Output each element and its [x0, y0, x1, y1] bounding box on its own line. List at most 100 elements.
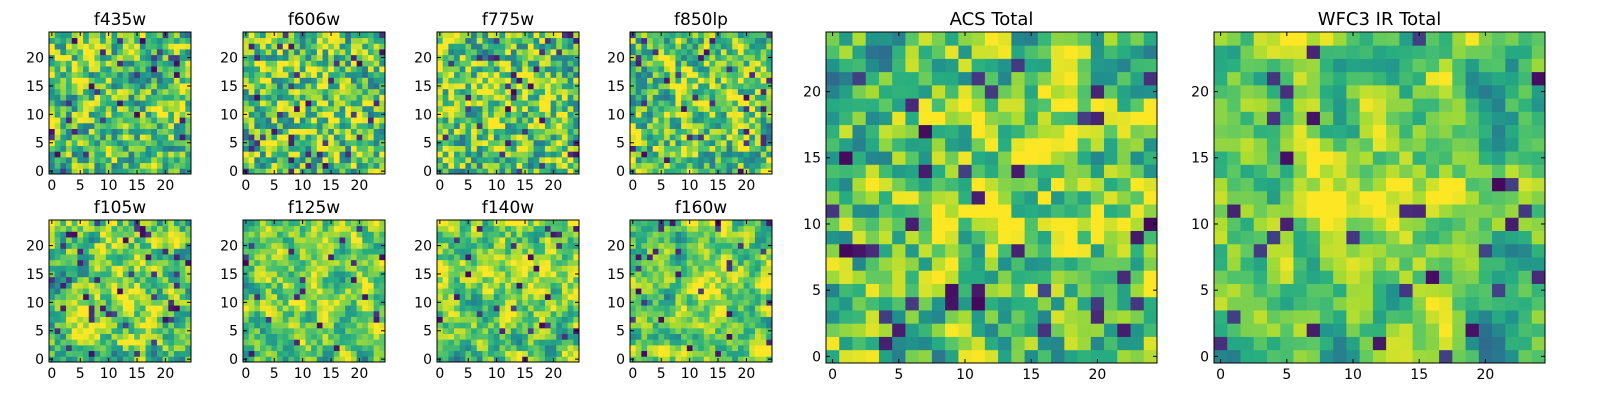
heatmap-cell: [294, 88, 301, 95]
heatmap-cell: [151, 231, 158, 238]
heatmap-cell: [516, 100, 523, 107]
x-tick-label: 10: [100, 366, 118, 382]
heatmap-cell: [271, 305, 278, 312]
heatmap-cell: [652, 66, 659, 73]
heatmap-cell: [726, 134, 733, 141]
heatmap-cell: [567, 344, 574, 352]
heatmap-cell: [299, 139, 306, 146]
heatmap-cell: [71, 94, 78, 101]
heatmap-cell: [510, 32, 517, 39]
heatmap-cell: [720, 151, 727, 158]
heatmap-cell: [162, 156, 169, 164]
heatmap-cell: [122, 322, 129, 329]
heatmap-cell: [573, 60, 580, 67]
heatmap-cell: [168, 293, 175, 300]
heatmap-cell: [311, 83, 318, 90]
y-tick-label: 5: [423, 136, 432, 152]
heatmap-cell: [698, 282, 705, 289]
heatmap-cell: [54, 350, 61, 357]
heatmap-cell: [139, 327, 146, 334]
heatmap-cell: [493, 271, 500, 278]
heatmap-cell: [664, 139, 671, 146]
heatmap-cell: [454, 88, 461, 95]
heatmap-cell: [117, 220, 124, 227]
heatmap-cell: [743, 162, 750, 169]
heatmap-cell: [533, 248, 540, 255]
heatmap-cell: [105, 265, 112, 272]
heatmap-cell: [71, 49, 78, 56]
x-tick-label: 5: [76, 178, 85, 194]
heatmap-cell: [185, 156, 192, 164]
heatmap-cell: [168, 117, 175, 124]
heatmap-cell: [173, 288, 181, 295]
heatmap-cell: [476, 128, 483, 135]
heatmap-cell: [350, 316, 357, 323]
heatmap-cell: [122, 333, 129, 340]
heatmap-cell: [71, 32, 78, 39]
heatmap-cell: [122, 37, 129, 44]
heatmap-cell: [527, 350, 534, 357]
heatmap-cell: [499, 111, 506, 118]
heatmap-cell: [173, 111, 181, 118]
heatmap-cell: [139, 333, 146, 340]
heatmap-cell: [373, 66, 380, 73]
heatmap-cell: [760, 156, 767, 164]
heatmap-cell: [488, 145, 495, 152]
heatmap-cell: [77, 122, 84, 129]
heatmap-cell: [743, 77, 750, 84]
heatmap-cell: [703, 310, 710, 317]
heatmap-cell: [305, 100, 312, 107]
heatmap-cell: [305, 242, 312, 249]
heatmap-cell: [698, 333, 705, 340]
heatmap-cell: [145, 77, 152, 84]
heatmap-cell: [522, 134, 529, 141]
heatmap-cell: [311, 66, 318, 73]
heatmap-cell: [83, 293, 90, 300]
heatmap-cell: [709, 32, 716, 39]
heatmap-cell: [442, 105, 449, 112]
heatmap-cell: [448, 254, 455, 261]
heatmap-cell: [373, 254, 380, 261]
heatmap-cell: [168, 333, 175, 340]
heatmap-cell: [522, 94, 529, 101]
heatmap-cell: [243, 151, 250, 158]
heatmap-cell: [294, 248, 301, 255]
heatmap-cell: [437, 248, 444, 255]
heatmap-cell: [499, 168, 506, 175]
heatmap-cell: [652, 128, 659, 135]
heatmap-cell: [168, 83, 175, 90]
heatmap-cell: [573, 105, 580, 112]
heatmap-cell: [294, 122, 301, 129]
heatmap-cell: [448, 288, 455, 295]
heatmap-cell: [362, 49, 369, 56]
heatmap-cell: [362, 156, 369, 164]
heatmap-cell: [539, 54, 546, 61]
heatmap-cell: [356, 276, 363, 283]
heatmap-cell: [179, 242, 186, 249]
heatmap-cell: [732, 49, 739, 56]
heatmap-cell: [111, 293, 118, 300]
heatmap-cell: [83, 231, 90, 238]
heatmap-cell: [766, 43, 773, 50]
heatmap-cell: [669, 71, 676, 78]
heatmap-cell: [122, 259, 129, 266]
heatmap-cell: [703, 356, 710, 363]
heatmap-cell: [168, 237, 175, 244]
heatmap-cell: [66, 37, 73, 44]
heatmap-cell: [544, 231, 551, 238]
heatmap-cell: [66, 43, 73, 50]
heatmap-cell: [505, 168, 512, 175]
heatmap-cell: [437, 254, 444, 261]
heatmap-cell: [459, 242, 466, 249]
heatmap-cell: [539, 117, 546, 124]
heatmap-cell: [316, 248, 323, 255]
heatmap-cell: [294, 356, 301, 363]
heatmap-cell: [720, 162, 727, 169]
heatmap-cell: [732, 88, 739, 95]
heatmap-cell: [482, 350, 489, 357]
heatmap-cell: [333, 32, 340, 39]
x-tick-label: 5: [270, 178, 279, 194]
heatmap-cell: [715, 156, 722, 164]
x-tick-label: 10: [294, 366, 312, 382]
heatmap-cell: [265, 134, 272, 141]
